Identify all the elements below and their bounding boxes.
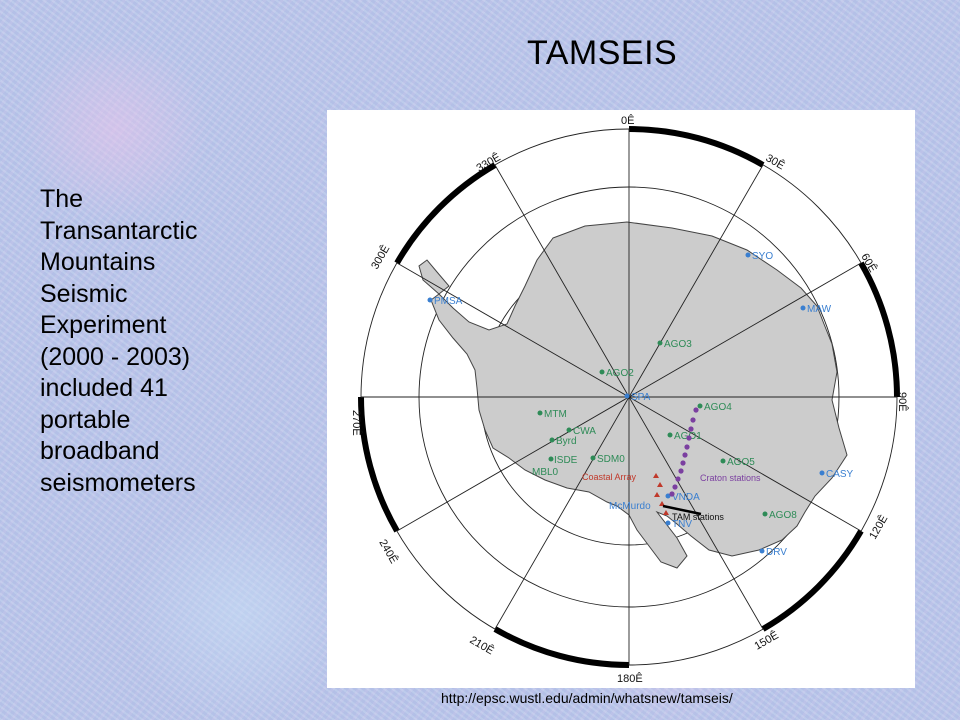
craton-stations-label: Craton stations	[700, 473, 761, 483]
craton-station	[686, 435, 692, 441]
blue-station-markers: SYO MAW CASY DRV PMSA SPA VNDA TNV McMur…	[427, 251, 854, 558]
description-line: Transantarctic	[40, 216, 198, 245]
station-marker-ago1	[667, 432, 673, 438]
antarctic-peninsula	[418, 259, 450, 295]
station-marker-ago8	[762, 511, 768, 517]
station-label-maw: MAW	[807, 304, 832, 315]
border-arcs	[358, 126, 900, 668]
coastal-station	[659, 501, 665, 506]
station-marker-cwa	[566, 427, 572, 433]
border-arc	[761, 529, 864, 632]
longitude-label: 120Ê	[866, 513, 890, 542]
craton-station	[682, 452, 688, 458]
station-label-cwa: CWA	[573, 426, 596, 437]
station-label-sdm0: SDM0	[597, 454, 625, 465]
description-text: The Transantarctic Mountains Seismic Exp…	[40, 184, 300, 499]
longitude-label: 270Ê	[350, 410, 363, 436]
station-label-vnda: VNDA	[672, 492, 700, 503]
longitude-label: 90Ê	[896, 392, 909, 412]
station-label-drv: DRV	[766, 547, 787, 558]
antarctica-map: 0Ê 30Ê 60Ê 90Ê 120Ê 150Ê 180Ê 210Ê 240Ê …	[327, 110, 915, 688]
coastal-station	[653, 473, 659, 478]
craton-station	[693, 407, 699, 413]
station-label-syo: SYO	[752, 251, 773, 262]
longitude-label: 180Ê	[617, 672, 643, 685]
craton-station	[672, 484, 678, 490]
description-line: portable	[40, 405, 131, 434]
station-label-mbl0: MBL0	[532, 467, 559, 478]
source-url[interactable]: http://epsc.wustl.edu/admin/whatsnew/tam…	[441, 690, 733, 706]
station-marker-pmsa	[427, 297, 433, 303]
station-marker-ago2	[599, 369, 605, 375]
antarctica-landmass	[430, 221, 848, 569]
craton-station	[675, 476, 681, 482]
tam-array-line	[662, 504, 702, 516]
description-line: Mountains	[40, 248, 156, 276]
longitude-label: 30Ê	[764, 151, 787, 172]
station-marker-isde	[548, 456, 554, 462]
station-label-tnv: TNV	[672, 519, 692, 530]
description-line: included 41	[40, 374, 168, 402]
station-marker-spa	[624, 393, 630, 399]
longitude-label: 0Ê	[621, 114, 634, 127]
coastal-station	[654, 492, 660, 497]
craton-station	[678, 468, 684, 474]
craton-station	[690, 417, 696, 423]
description-line: The	[40, 185, 84, 213]
coastal-array-label: Coastal Array	[582, 472, 637, 482]
station-marker-ago3	[657, 340, 663, 346]
slide-title: TAMSEIS	[527, 34, 678, 72]
border-arc	[358, 396, 400, 533]
description-line: seismometers	[40, 468, 196, 497]
longitude-label: 60Ê	[858, 251, 879, 274]
description-line: Experiment	[40, 311, 167, 339]
station-marker-drv	[759, 548, 765, 554]
longitude-label: 150Ê	[752, 628, 781, 652]
longitude-label: 240Ê	[376, 537, 400, 566]
station-label-byrd: Byrd	[556, 436, 577, 447]
longitude-label: 210Ê	[468, 633, 497, 657]
station-label-mtm: MTM	[544, 409, 567, 420]
station-label-pmsa: PMSA	[434, 296, 463, 307]
polar-map-svg: 0Ê 30Ê 60Ê 90Ê 120Ê 150Ê 180Ê 210Ê 240Ê …	[350, 114, 909, 685]
coastal-array	[653, 473, 669, 515]
station-label-mcmurdo: McMurdo	[609, 501, 651, 512]
station-label-ago4: AGO4	[704, 402, 732, 413]
station-marker-byrd	[549, 437, 555, 443]
station-label-spa: SPA	[631, 392, 651, 403]
station-marker-syo	[745, 252, 751, 258]
craton-station	[669, 491, 675, 497]
craton-array	[669, 407, 699, 497]
station-marker-mtm	[537, 410, 543, 416]
station-label-casy: CASY	[826, 469, 854, 480]
border-arc	[628, 126, 765, 168]
coastal-station	[663, 510, 669, 515]
station-label-isde: ISDE	[554, 455, 578, 466]
green-station-markers: AGO3 AGO2 AGO4 AGO1 AGO5 AGO8 MTM CWA By…	[532, 339, 797, 521]
station-label-ago2: AGO2	[606, 368, 634, 379]
craton-station	[680, 460, 686, 466]
border-arc	[493, 626, 630, 668]
station-label-ago5: AGO5	[727, 457, 755, 468]
station-label-ago3: AGO3	[664, 339, 692, 350]
craton-station	[684, 444, 690, 450]
station-label-ago8: AGO8	[769, 510, 797, 521]
station-marker-casy	[819, 470, 825, 476]
description-line: Seismic	[40, 279, 128, 308]
station-marker-vnda	[665, 493, 671, 499]
tam-stations-label: TAM stations	[672, 512, 724, 522]
border-arc	[858, 261, 900, 398]
station-marker-tnv	[665, 520, 671, 526]
border-arc	[394, 162, 497, 265]
longitude-label: 300Ê	[368, 243, 392, 272]
station-marker-sdm0	[590, 455, 596, 461]
station-marker-ago5	[720, 458, 726, 464]
station-marker-ago4	[697, 403, 703, 409]
coastal-station	[657, 482, 663, 487]
description-line: (2000 - 2003)	[40, 342, 191, 371]
description-line: broadband	[40, 437, 160, 465]
craton-station	[688, 426, 694, 432]
station-marker-maw	[800, 305, 806, 311]
